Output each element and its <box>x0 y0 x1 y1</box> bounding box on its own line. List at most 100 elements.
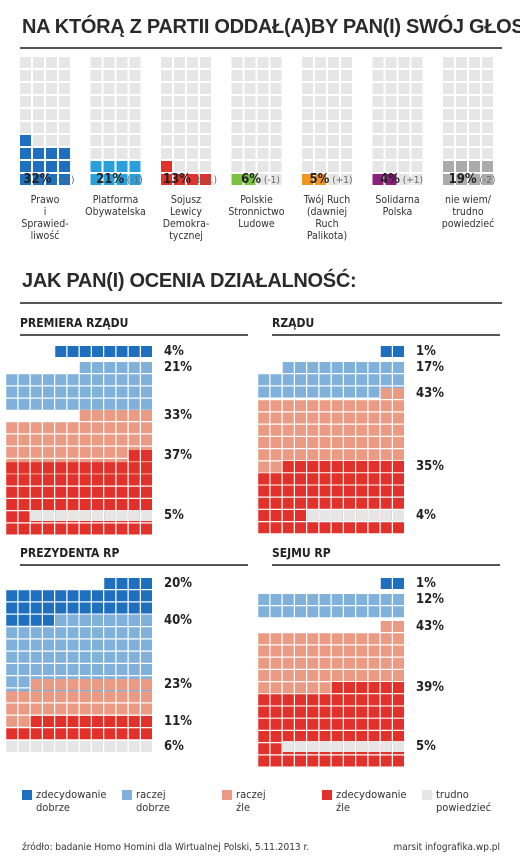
rating-cell <box>356 424 368 436</box>
rating-cell <box>128 499 140 510</box>
rating-cell <box>319 594 331 605</box>
rating-cell <box>319 473 331 485</box>
party-cell <box>372 122 384 133</box>
party-cell <box>129 174 141 185</box>
rating-cell <box>295 362 306 373</box>
rating-cell <box>282 362 294 373</box>
rating-cell <box>307 755 319 767</box>
party-cell <box>161 135 172 146</box>
party-cell <box>443 161 454 172</box>
rating-cell <box>43 651 54 663</box>
rating-cell <box>282 386 294 398</box>
rating-cell <box>393 755 404 767</box>
party-cell <box>231 57 243 68</box>
party-cell <box>129 57 141 68</box>
rating-cell <box>18 728 30 740</box>
party-cell <box>187 135 198 146</box>
rating-cell <box>43 691 54 703</box>
rating-cell <box>258 743 270 755</box>
rating-cell <box>6 651 18 663</box>
rating-percent: 17% <box>416 360 444 375</box>
rating-cell <box>344 731 355 742</box>
credit: marsit infografika.wp.pl <box>393 842 500 853</box>
party-cell <box>231 96 243 107</box>
rating-cell <box>295 374 306 386</box>
rating-cell <box>270 694 282 706</box>
party-cell <box>398 122 410 133</box>
rating-cell <box>393 497 404 509</box>
rating-cell <box>30 398 42 410</box>
party-cell <box>385 174 397 185</box>
rating-cell <box>270 682 282 694</box>
rating-cell <box>307 424 319 436</box>
rating-cell <box>331 694 343 706</box>
rating-cell <box>30 590 42 602</box>
party-cell <box>302 109 313 120</box>
rating-cell <box>92 462 103 474</box>
party-cell <box>315 148 326 159</box>
rating-cell <box>258 706 270 718</box>
rating-cell <box>141 627 152 639</box>
rating-cell <box>331 424 343 436</box>
rating-cell <box>43 716 54 727</box>
rating-cell <box>258 645 270 657</box>
rating-cell <box>43 523 54 535</box>
party-name: nie wiem/trudno powiedzieć <box>441 194 495 230</box>
rating-cell <box>43 728 54 740</box>
rating-cell <box>104 523 116 535</box>
rating-cell <box>307 400 319 412</box>
rating-cell <box>128 422 140 434</box>
party-cell <box>385 57 397 68</box>
rating-cell <box>258 437 270 448</box>
rating-percent: 21% <box>164 360 192 375</box>
party-cell <box>174 135 185 146</box>
rating-cell <box>18 398 30 410</box>
rating-cell <box>331 510 343 521</box>
rating-cell <box>319 755 331 767</box>
rating-cell <box>92 703 103 715</box>
rating-cell <box>6 590 18 602</box>
party-cell <box>302 174 313 185</box>
rating-cell <box>356 485 368 497</box>
party-cell <box>244 109 256 120</box>
rating-cell <box>104 434 116 446</box>
rating-cell <box>258 718 270 730</box>
rating-cell <box>270 437 282 448</box>
rating-cell <box>128 615 140 626</box>
rating-cell <box>295 461 306 472</box>
rating-cell <box>141 410 152 421</box>
party-cell <box>161 109 172 120</box>
party-cell <box>46 70 57 81</box>
party-cell <box>59 83 70 94</box>
rating-cell <box>282 412 294 424</box>
rating-cell <box>307 706 319 718</box>
party-percent: 13% (b.z.) <box>162 172 218 187</box>
rating-cell <box>43 741 54 752</box>
party-change: (+1) <box>399 175 423 186</box>
party-cell <box>103 174 115 185</box>
rating-chart-title: JAK PAN(I) OCENIA DZIAŁALNOŚĆ: <box>22 270 357 292</box>
rating-cell <box>30 374 42 386</box>
rating-cell <box>104 374 116 386</box>
rating-cell <box>116 703 128 715</box>
party-cell <box>398 57 410 68</box>
rating-cell <box>258 682 270 694</box>
rating-cell <box>270 485 282 497</box>
rating-cell <box>393 362 404 373</box>
rating-cell <box>380 522 392 534</box>
party-cell <box>33 148 44 159</box>
rating-cell <box>393 346 404 357</box>
rating-cell <box>141 679 152 690</box>
rating-cell <box>141 398 152 410</box>
rating-cell <box>356 510 368 521</box>
party-chart-title: NA KTÓRĄ Z PARTII ODDAŁ(A)BY PAN(I) SWÓJ… <box>22 16 520 38</box>
rating-cell <box>331 449 343 461</box>
rating-cell <box>128 362 140 373</box>
rating-cell <box>92 523 103 535</box>
rating-cell <box>356 682 368 693</box>
rating-cell <box>380 621 392 632</box>
rating-cell <box>55 741 67 752</box>
party-cell <box>200 57 211 68</box>
rating-cell <box>295 755 306 767</box>
